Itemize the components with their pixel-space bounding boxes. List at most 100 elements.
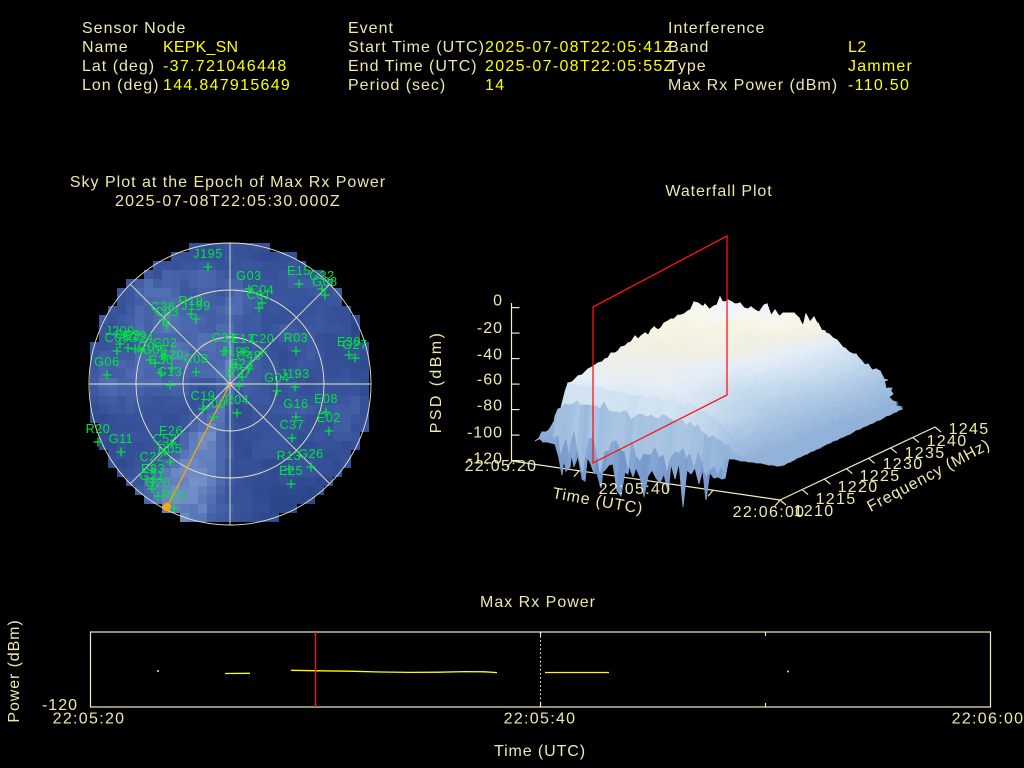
svg-text:Band: Band	[668, 39, 709, 56]
svg-text:C52: C52	[153, 432, 178, 446]
svg-text:22:05:40: 22:05:40	[504, 711, 577, 728]
svg-text:C05: C05	[105, 331, 130, 345]
svg-text:Max Rx Power (dBm): Max Rx Power (dBm)	[668, 77, 838, 94]
svg-text:G06: G06	[94, 355, 119, 369]
svg-text:14: 14	[485, 77, 505, 94]
svg-text:Waterfall Plot: Waterfall Plot	[665, 183, 772, 200]
svg-text:Jammer: Jammer	[848, 58, 913, 75]
svg-text:1240: 1240	[927, 433, 968, 450]
svg-text:Lat (deg): Lat (deg)	[82, 58, 155, 75]
svg-text:Max Rx Power: Max Rx Power	[480, 594, 596, 611]
svg-text:R21: R21	[162, 488, 187, 502]
svg-text:1245: 1245	[949, 421, 990, 438]
svg-text:22:05:20: 22:05:20	[53, 711, 126, 728]
svg-text:Event: Event	[348, 20, 394, 37]
svg-text:C02: C02	[153, 336, 178, 350]
svg-text:22:05:20: 22:05:20	[465, 458, 538, 475]
svg-text:Start Time (UTC): Start Time (UTC)	[348, 39, 485, 56]
svg-text:C37: C37	[280, 418, 305, 432]
svg-text:C06: C06	[138, 340, 163, 354]
svg-text:E02: E02	[317, 411, 341, 425]
svg-text:G21: G21	[139, 469, 164, 483]
svg-text:C48: C48	[237, 349, 262, 363]
svg-text:PSD (dBm): PSD (dBm)	[428, 331, 445, 434]
svg-text:C13: C13	[158, 365, 183, 379]
svg-text:E25: E25	[279, 464, 303, 478]
svg-text:J196: J196	[221, 345, 251, 359]
svg-text:G27: G27	[342, 338, 367, 352]
svg-text:C61: C61	[247, 288, 272, 302]
svg-text:E13: E13	[231, 332, 255, 346]
svg-text:Sky Plot at the Epoch of Max R: Sky Plot at the Epoch of Max Rx Power	[70, 174, 386, 191]
svg-text:E30: E30	[337, 335, 361, 349]
svg-text:E15: E15	[287, 264, 311, 278]
svg-text:End Time (UTC): End Time (UTC)	[348, 58, 478, 75]
svg-text:-80: -80	[477, 398, 503, 415]
svg-text:22:06:00: 22:06:00	[952, 711, 1024, 728]
svg-text:22:05:40: 22:05:40	[599, 481, 672, 498]
svg-text:C20: C20	[250, 332, 275, 346]
svg-text:R27: R27	[227, 366, 252, 380]
svg-text:G16: G16	[283, 397, 308, 411]
svg-text:G05: G05	[142, 343, 167, 357]
svg-text:2025-07-08T22:05:30.000Z: 2025-07-08T22:05:30.000Z	[115, 193, 341, 210]
svg-text:C03: C03	[155, 305, 180, 319]
svg-text:144.847915649: 144.847915649	[163, 77, 291, 94]
svg-text:1235: 1235	[905, 445, 946, 462]
svg-text:E24: E24	[230, 357, 254, 371]
svg-text:J193: J193	[280, 367, 310, 381]
svg-text:KEPK_SN: KEPK_SN	[163, 39, 238, 56]
svg-text:-120: -120	[467, 451, 503, 468]
svg-text:22:06:00: 22:06:00	[733, 504, 806, 521]
svg-text:-60: -60	[477, 372, 503, 389]
svg-text:-40: -40	[477, 346, 503, 363]
svg-text:G09: G09	[115, 328, 140, 342]
svg-text:J195: J195	[193, 247, 223, 261]
svg-text:R20: R20	[86, 422, 111, 436]
svg-text:E29: E29	[123, 329, 147, 343]
svg-text:1215: 1215	[816, 491, 857, 508]
svg-text:Sensor Node: Sensor Node	[82, 20, 186, 37]
svg-text:G32: G32	[309, 269, 334, 283]
svg-text:C08: C08	[184, 352, 209, 366]
svg-text:Period (sec): Period (sec)	[348, 77, 446, 94]
svg-text:Lon (deg): Lon (deg)	[82, 77, 160, 94]
svg-text:G08: G08	[312, 275, 337, 289]
svg-text:R04: R04	[225, 393, 250, 407]
svg-text:R03: R03	[284, 331, 309, 345]
svg-text:Name: Name	[82, 39, 129, 56]
svg-text:C33: C33	[212, 331, 237, 345]
svg-text:-20: -20	[477, 320, 503, 337]
svg-text:J200: J200	[105, 324, 135, 338]
svg-text:-120: -120	[42, 697, 78, 714]
svg-text:Power (dBm): Power (dBm)	[6, 619, 23, 722]
svg-text:G04: G04	[264, 371, 289, 385]
svg-text:-100: -100	[467, 425, 503, 442]
svg-text:E08: E08	[314, 392, 338, 406]
svg-text:C22: C22	[140, 450, 165, 464]
svg-text:-37.721046448: -37.721046448	[163, 58, 288, 75]
svg-text:G11: G11	[109, 432, 134, 446]
svg-text:C04: C04	[250, 283, 275, 297]
svg-text:C19: C19	[191, 389, 216, 403]
svg-text:E26: E26	[159, 424, 183, 438]
svg-text:Type: Type	[668, 58, 707, 75]
svg-text:R19: R19	[179, 294, 204, 308]
svg-text:1230: 1230	[883, 456, 924, 473]
svg-text:0: 0	[493, 293, 503, 310]
svg-text:2025-07-08T22:05:41Z: 2025-07-08T22:05:41Z	[485, 39, 675, 56]
svg-text:E33: E33	[141, 462, 165, 476]
svg-text:L2: L2	[848, 39, 867, 56]
svg-text:G26: G26	[298, 447, 323, 461]
svg-text:G03: G03	[236, 269, 261, 283]
svg-text:J199: J199	[181, 299, 211, 313]
svg-text:1225: 1225	[860, 468, 901, 485]
svg-text:2025-07-08T22:05:55Z: 2025-07-08T22:05:55Z	[485, 58, 675, 75]
svg-text:C38: C38	[151, 300, 176, 314]
svg-text:Time (UTC): Time (UTC)	[494, 743, 586, 760]
svg-text:R05: R05	[158, 442, 183, 456]
svg-text:C09: C09	[202, 397, 227, 411]
svg-text:Interference: Interference	[668, 20, 765, 37]
svg-text:1220: 1220	[838, 479, 879, 496]
svg-text:1210: 1210	[794, 503, 835, 520]
